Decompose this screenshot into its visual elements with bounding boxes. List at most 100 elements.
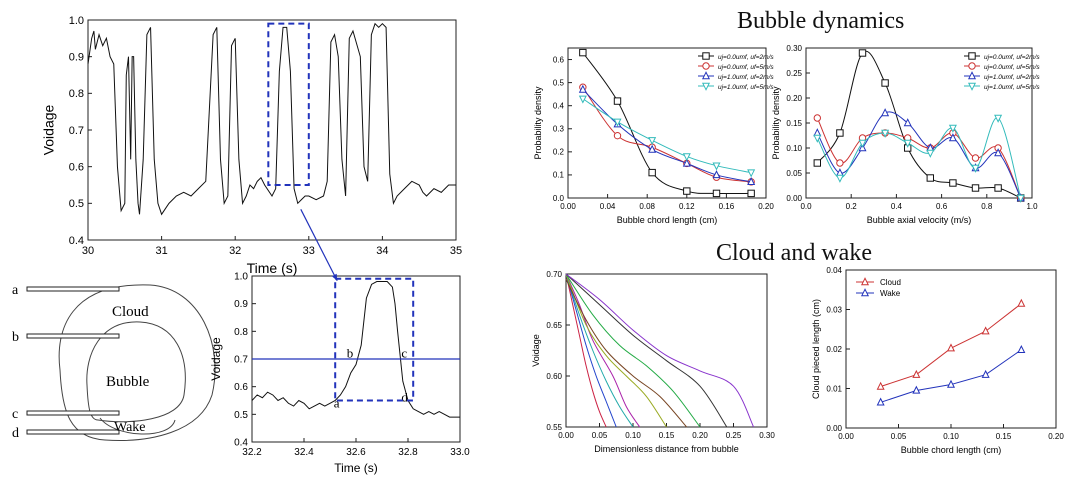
data-point [903, 139, 912, 148]
x-axis-label: Time (s) [247, 260, 298, 276]
data-point [578, 95, 587, 104]
x-tick-label: 0.20 [692, 431, 708, 440]
chart-voltage-signal: 30 31 32 33 34 35 0.4 0.5 0.6 0.7 0.8 0.9 1.0 Time (s… [40, 15, 462, 276]
x-tick-label: 0.25 [726, 431, 742, 440]
chart-cloud-wake-length: 0.00 0.05 0.10 0.15 0.20 0.00 0.01 0.02 0.03 0.04… [811, 266, 1064, 455]
y-tick-label: 0.25 [786, 69, 802, 78]
series-line [565, 273, 634, 428]
y-tick-label: 0.65 [546, 321, 562, 330]
data-point [926, 174, 934, 182]
y-tick-label: 0.30 [786, 44, 802, 53]
x-axis-label: Bubble chord length (cm) [617, 215, 718, 225]
chart-axial-velocity-pdf: 0.0 0.2 0.4 0.6 0.8 1.0 0.00 0.05 0.10 0.15 0.20 0.… [771, 44, 1040, 225]
chart-voltage-zoom: 32.2 32.4 32.6 32.8 33.0 0.4 0.5 0.6 0.7 0.8 0.9 1.… [209, 272, 470, 476]
x-tick-label: 32.2 [242, 447, 262, 458]
data-point [613, 118, 622, 127]
series-line [565, 273, 617, 428]
x-tick-label: 32.8 [398, 447, 418, 458]
x-tick-label: 0.00 [838, 432, 854, 441]
data-point [949, 179, 957, 187]
x-tick-label: 0.20 [1048, 432, 1064, 441]
legend-entry: uj=0.0umf, uf=5m/s [718, 64, 774, 71]
data-point [682, 153, 691, 162]
data-point [835, 168, 844, 177]
y-tick-label: 0.6 [553, 55, 565, 64]
x-axis-label: Dimensionless distance from bubble [594, 444, 739, 454]
series-line [565, 273, 755, 428]
y-tick-label: 0.00 [786, 194, 802, 203]
x-tick-label: 33 [303, 245, 315, 257]
y-tick-label: 0.60 [546, 372, 562, 381]
schematic: a b c d Cloud Bubble Wake [12, 283, 216, 441]
y-tick-label: 0.01 [826, 384, 842, 393]
data-point [1017, 344, 1026, 353]
x-tick-label: 0.15 [996, 432, 1012, 441]
x-tick-label: 0.6 [936, 202, 948, 211]
y-tick-label: 0.10 [786, 144, 802, 153]
highlight-box-signal [267, 22, 310, 186]
legend-marker [702, 52, 710, 60]
x-tick-label: 32.4 [294, 447, 314, 458]
y-tick-label: 0.8 [234, 327, 248, 338]
wake-label: Wake [114, 420, 146, 435]
x-axis-label: Bubble chord length (cm) [901, 445, 1002, 455]
series-line [816, 50, 1021, 199]
heading-cloud-and-wake: Cloud and wake [716, 240, 872, 266]
probe-label-b: b [12, 330, 19, 345]
point-label-d: d [401, 390, 408, 405]
x-tick-label: 0.4 [891, 202, 903, 211]
data-point [747, 177, 756, 186]
y-tick-label: 0.02 [826, 345, 842, 354]
y-tick-label: 1.0 [234, 272, 248, 283]
y-tick-label: 0.3 [553, 125, 565, 134]
series-line [582, 98, 752, 174]
y-tick-label: 0.03 [826, 305, 842, 314]
legend-entry: uj=1.0umf, uf=5m/s [718, 84, 774, 91]
data-point [876, 381, 885, 390]
data-point [578, 84, 587, 93]
y-tick-label: 0.0 [553, 194, 565, 203]
data-point [813, 128, 822, 137]
y-tick-label: 0.4 [69, 235, 84, 247]
series-line [880, 349, 1022, 403]
y-tick-label: 0.20 [786, 94, 802, 103]
x-tick-label: 0.00 [558, 431, 574, 440]
data-point [926, 149, 935, 158]
legend-entry: uj=0.0umf, uf=2m/s [984, 54, 1040, 61]
y-axis-label: Voidage [209, 337, 223, 381]
y-tick-label: 0.6 [234, 382, 248, 393]
series-line [565, 273, 607, 428]
plot-frame [87, 19, 457, 241]
y-tick-label: 0.4 [234, 438, 248, 449]
legend-marker [701, 71, 711, 80]
x-tick-label: 1.0 [1026, 202, 1038, 211]
point-label-a: a [334, 395, 340, 410]
data-point [613, 97, 622, 105]
y-tick-label: 0.7 [69, 125, 84, 137]
y-axis-label: Probability density [771, 86, 781, 160]
series-line [582, 89, 752, 183]
probe-label-d: d [12, 426, 19, 441]
y-tick-label: 0.5 [69, 198, 84, 210]
data-point [881, 108, 890, 117]
x-tick-label: 30 [82, 245, 94, 257]
y-tick-label: 0.9 [69, 52, 84, 64]
x-tick-label: 0.00 [560, 202, 576, 211]
y-axis-label: Voidage [40, 104, 56, 155]
connector-line [300, 209, 338, 282]
y-tick-label: 0.2 [553, 148, 565, 157]
y-tick-label: 0.00 [826, 424, 842, 433]
y-tick-label: 0.04 [826, 266, 842, 275]
signal-trace [87, 22, 456, 216]
legend-entry: Wake [880, 289, 901, 298]
point-label-b: b [347, 345, 354, 360]
x-tick-label: 0.2 [846, 202, 858, 211]
y-tick-label: 0.15 [786, 119, 802, 128]
data-point [971, 184, 980, 192]
y-axis-label: Cloud pieced length (cm) [811, 299, 821, 399]
data-point [712, 162, 721, 171]
y-tick-label: 0.8 [69, 88, 84, 100]
y-tick-label: 0.5 [234, 410, 248, 421]
data-point [881, 79, 889, 87]
point-label-c: c [401, 345, 407, 360]
